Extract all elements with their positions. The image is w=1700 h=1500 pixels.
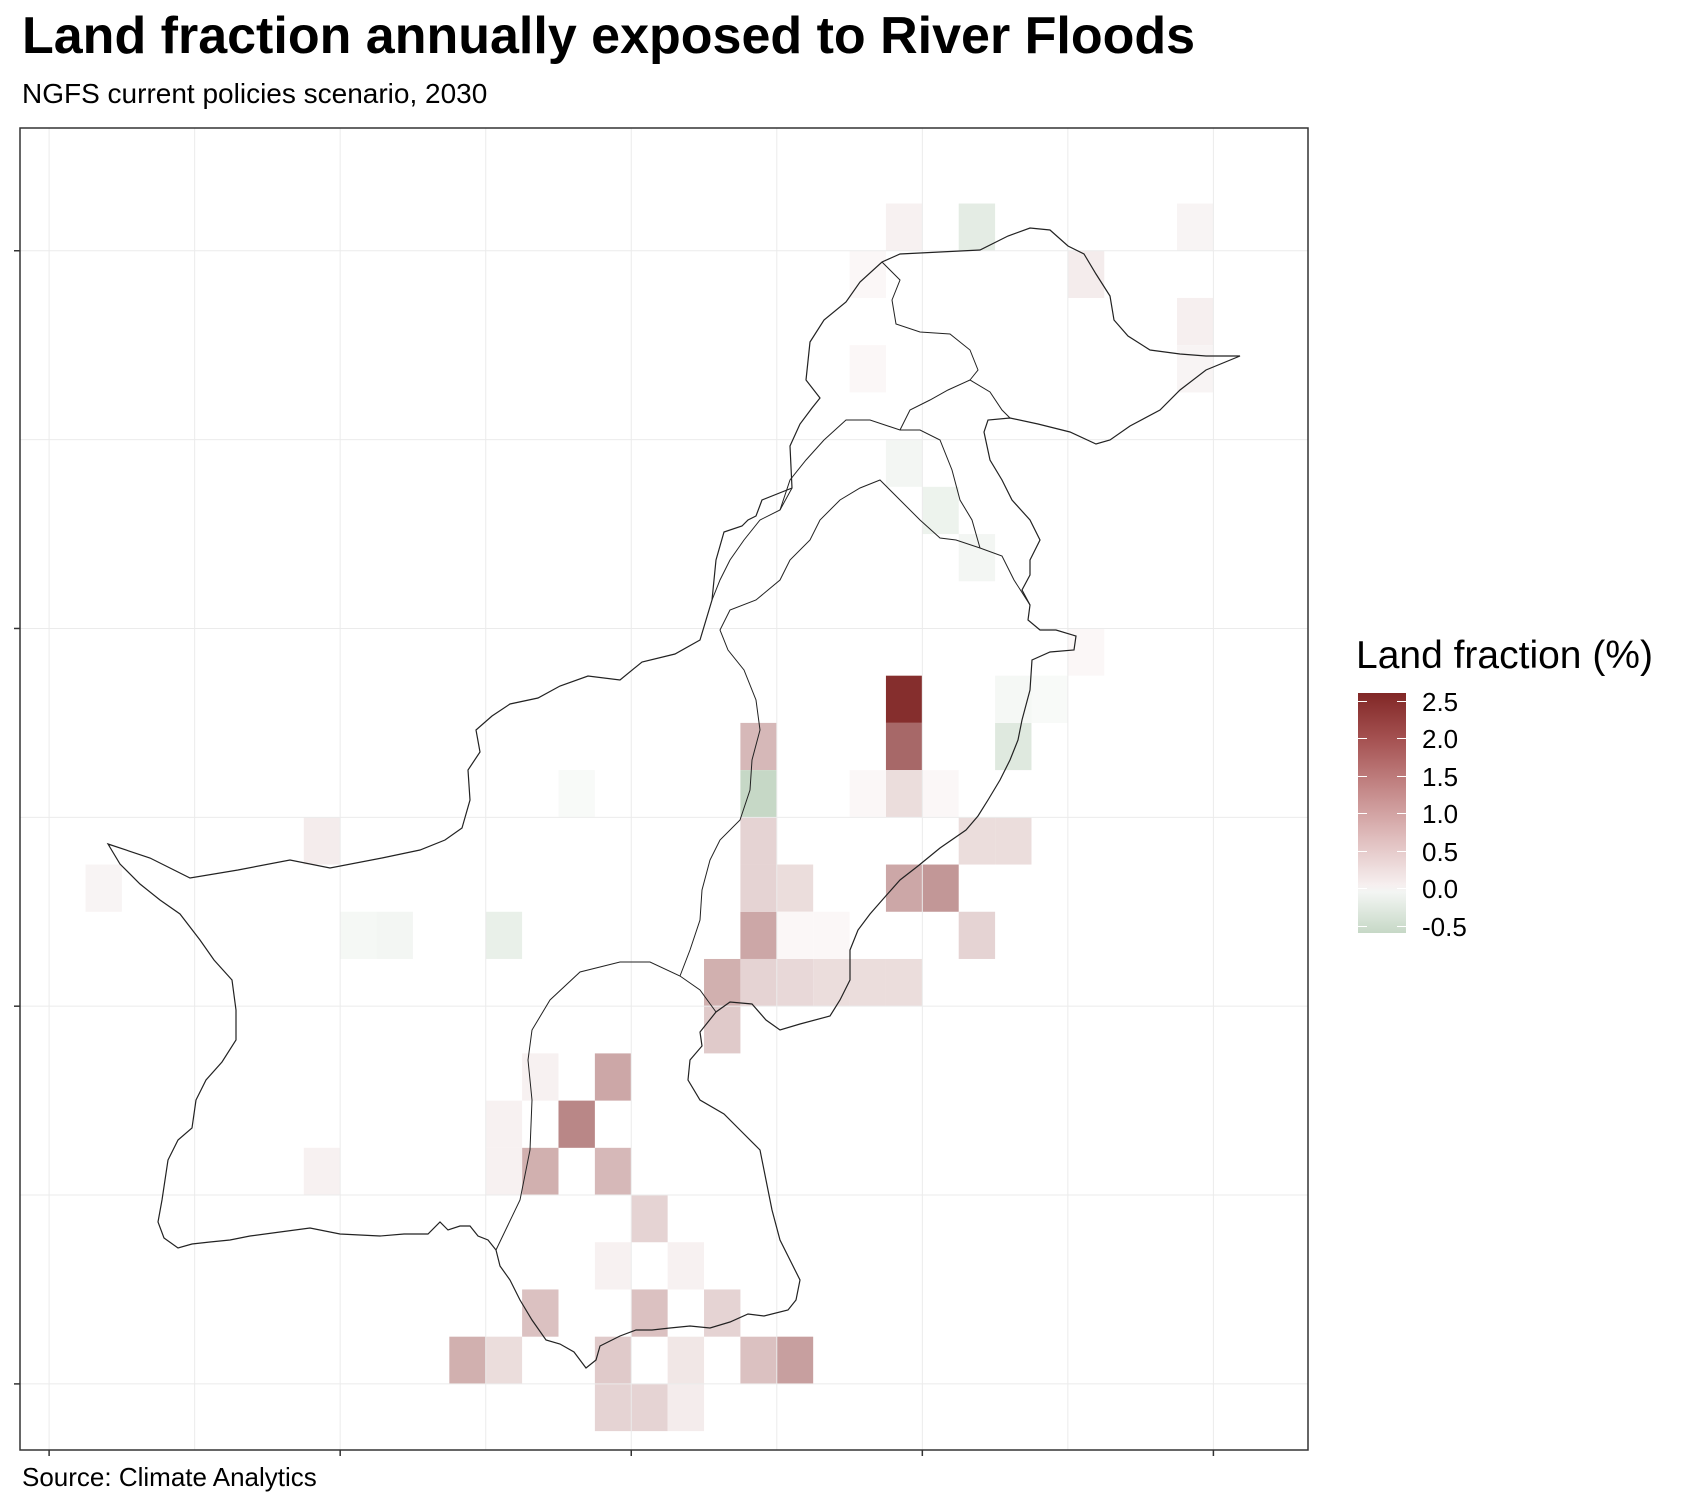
- grid-cell: [1177, 345, 1214, 393]
- panel-border: [19, 127, 1309, 1451]
- grid-cell: [485, 1100, 523, 1148]
- legend-label: -0.5: [1422, 911, 1467, 942]
- grid-cell: [1177, 297, 1214, 346]
- grid-cell: [958, 203, 996, 251]
- legend-label: 1.0: [1422, 799, 1459, 829]
- grid-cell: [776, 911, 814, 959]
- grid-cells: [85, 203, 1214, 1432]
- grid-cell: [303, 1147, 341, 1196]
- legend-tick: [1358, 738, 1406, 739]
- province-gb-boundary-north: [881, 261, 979, 381]
- grid-cell: [740, 770, 777, 818]
- grid-cell: [740, 958, 777, 1007]
- legend-tick: [1358, 925, 1406, 927]
- grid-cell: [776, 1336, 814, 1384]
- grid-cell: [849, 770, 886, 818]
- legend-tick: [1358, 813, 1406, 814]
- grid-cell: [594, 1053, 632, 1101]
- grid-cell: [1177, 203, 1214, 251]
- legend-tick: [1358, 850, 1406, 852]
- grid-cell: [704, 958, 741, 1007]
- grid-cell: [740, 1336, 777, 1384]
- graticule: [20, 128, 1308, 1450]
- grid-cell: [885, 439, 923, 487]
- grid-cell: [558, 1100, 595, 1148]
- source-caption: Source: Climate Analytics: [22, 1462, 317, 1492]
- grid-cell: [885, 958, 923, 1007]
- grid-cell: [776, 864, 814, 912]
- grid-cell: [558, 770, 595, 818]
- grid-cell: [922, 770, 959, 818]
- grid-cell: [885, 864, 923, 912]
- grid-cell: [995, 817, 1032, 865]
- grid-cell: [1067, 250, 1105, 298]
- legend-label: 2.0: [1422, 724, 1459, 754]
- grid-cell: [631, 1195, 668, 1243]
- grid-cell: [704, 1289, 741, 1337]
- grid-cell: [995, 675, 1032, 723]
- grid-cell: [922, 486, 959, 535]
- grid-cell: [631, 1383, 668, 1432]
- legend-tick: [1358, 775, 1406, 777]
- legend-tick: [1358, 888, 1406, 889]
- grid-cell: [704, 1006, 741, 1054]
- legend-label: 0.5: [1422, 836, 1459, 867]
- province-gb-boundary: [899, 379, 1011, 431]
- national-boundary: [106, 227, 1241, 1369]
- map-subtitle: NGFS current policies scenario, 2030: [22, 78, 488, 109]
- grid-cell: [813, 958, 850, 1007]
- grid-cell: [922, 864, 959, 912]
- grid-cell: [740, 864, 777, 912]
- grid-cell: [885, 203, 923, 251]
- grid-cell: [1067, 628, 1105, 676]
- legend-title: Land fraction (%): [1356, 634, 1653, 677]
- grid-cell: [776, 958, 814, 1007]
- grid-cell: [667, 1383, 705, 1432]
- grid-cell: [376, 911, 413, 959]
- grid-cell: [485, 911, 523, 959]
- grid-cell: [885, 722, 923, 771]
- grid-cell: [740, 911, 777, 959]
- grid-cell: [303, 817, 341, 865]
- axis-ticks: [14, 250, 1215, 1456]
- country-outline: [106, 227, 1241, 1369]
- grid-cell: [340, 911, 377, 959]
- grid-cell: [958, 534, 996, 582]
- grid-cell: [522, 1147, 559, 1196]
- grid-cell: [995, 722, 1032, 771]
- grid-cell: [449, 1336, 486, 1384]
- grid-cell: [849, 345, 886, 393]
- grid-cell: [740, 817, 777, 865]
- grid-cell: [485, 1147, 523, 1196]
- grid-cell: [485, 1336, 523, 1384]
- legend-label: 2.5: [1422, 686, 1459, 717]
- grid-cell: [594, 1383, 632, 1432]
- province-punjab-boundary: [679, 479, 1031, 977]
- grid-cell: [885, 675, 923, 723]
- legend-label: 1.5: [1422, 761, 1459, 792]
- grid-cell: [813, 911, 850, 959]
- grid-cell: [958, 911, 996, 959]
- grid-cell: [594, 1242, 632, 1290]
- grid-cell: [667, 1336, 705, 1384]
- grid-cell: [740, 722, 777, 771]
- grid-cell: [1031, 675, 1068, 723]
- legend-label: 0.0: [1422, 874, 1459, 904]
- grid-cell: [85, 864, 122, 912]
- map-title: Land fraction annually exposed to River …: [22, 7, 1196, 65]
- grid-cell: [885, 770, 923, 818]
- grid-cell: [958, 817, 996, 865]
- grid-cell: [849, 958, 886, 1007]
- legend-tick: [1358, 700, 1406, 702]
- grid-cell: [594, 1336, 632, 1384]
- panel-background: [20, 128, 1308, 1450]
- grid-cell: [667, 1242, 705, 1290]
- grid-cell: [594, 1147, 632, 1196]
